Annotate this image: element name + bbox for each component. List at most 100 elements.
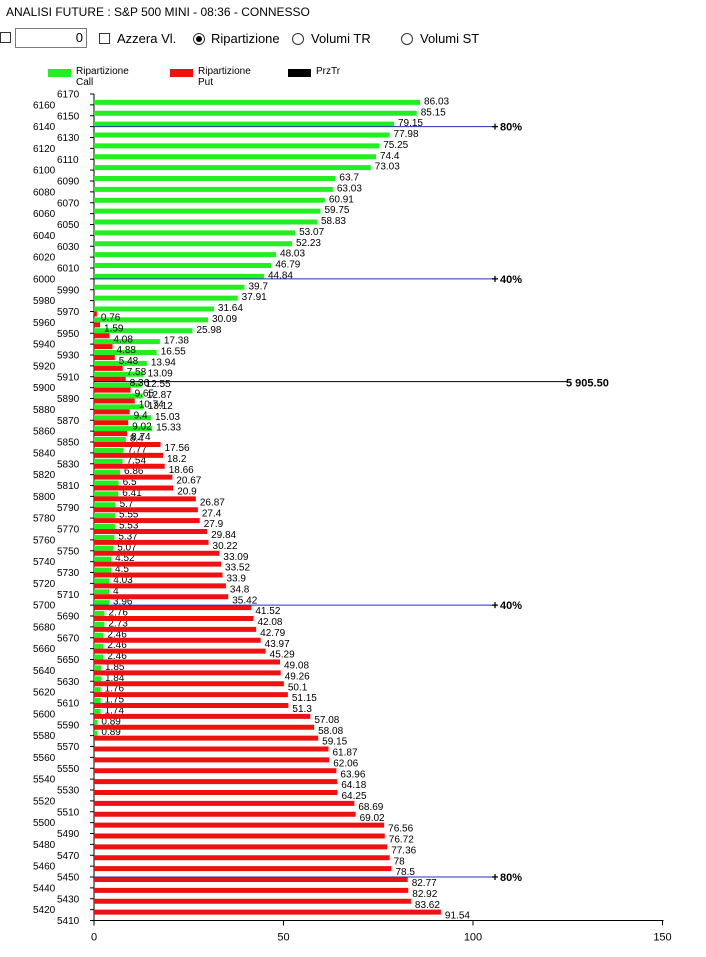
call-bar xyxy=(94,176,336,181)
put-value-label: 17.56 xyxy=(165,443,190,454)
legend-call-swatch xyxy=(48,69,71,77)
put-value-label: 57.08 xyxy=(314,715,339,726)
put-value-label: 62.06 xyxy=(333,758,358,769)
y-tick-label: 5450 xyxy=(57,873,80,884)
put-bar xyxy=(94,344,113,350)
put-bar xyxy=(94,811,356,817)
call-value-label: 79.15 xyxy=(398,118,423,129)
enable-checkbox[interactable] xyxy=(0,32,11,43)
call-value-label: 13.09 xyxy=(148,368,173,379)
call-value-label: 86.03 xyxy=(424,96,449,107)
call-value-label: 1.76 xyxy=(105,684,125,695)
call-bar xyxy=(94,426,153,432)
x-tick-label: 150 xyxy=(653,932,671,944)
put-bar xyxy=(94,681,284,687)
call-bar xyxy=(94,208,321,214)
call-value-label: 52.23 xyxy=(296,238,321,249)
call-value-label: 6.41 xyxy=(122,488,142,499)
y-tick-label: 5430 xyxy=(57,894,80,905)
y-tick-label: 5960 xyxy=(33,318,56,329)
call-value-label: 6.86 xyxy=(124,466,144,477)
put-bar xyxy=(94,485,174,491)
put-bar xyxy=(94,561,222,567)
put-bar xyxy=(94,909,441,915)
put-bar xyxy=(94,877,408,882)
put-bar xyxy=(94,866,392,872)
put-value-label: 43.97 xyxy=(265,639,290,650)
y-tick-label: 5890 xyxy=(57,394,80,405)
y-tick-label: 5850 xyxy=(57,438,80,449)
radio-volumi-st[interactable] xyxy=(401,33,413,45)
put-value-label: 4.08 xyxy=(113,334,133,345)
call-bar xyxy=(94,328,193,334)
call-value-label: 17.38 xyxy=(164,336,189,347)
call-bar xyxy=(94,698,101,703)
call-value-label: 15.33 xyxy=(156,423,181,434)
call-bar xyxy=(94,350,157,355)
call-value-label: 1.85 xyxy=(105,662,125,673)
radio-ripartizione-label: Ripartizione xyxy=(211,31,280,46)
put-value-label: 78.5 xyxy=(396,867,416,878)
y-tick-label: 5970 xyxy=(57,307,80,318)
put-value-label: 34.8 xyxy=(230,584,250,595)
call-bar xyxy=(94,165,371,171)
strike-distribution-chart: 6170616061506140613061206110610060906080… xyxy=(33,90,672,944)
put-bar xyxy=(94,746,329,752)
y-tick-label: 6140 xyxy=(33,122,56,133)
call-value-label: 53.07 xyxy=(299,227,324,238)
reset-volume-checkbox[interactable] xyxy=(99,33,110,44)
y-tick-label: 5780 xyxy=(33,514,56,525)
put-value-label: 20.67 xyxy=(176,476,201,487)
y-tick-label: 5700 xyxy=(33,601,56,612)
put-bar xyxy=(94,855,390,861)
put-bar xyxy=(94,365,123,371)
put-value-label: 41.52 xyxy=(255,606,280,617)
call-value-label: 63.03 xyxy=(337,183,362,194)
y-tick-label: 6070 xyxy=(57,198,80,209)
y-tick-label: 6110 xyxy=(57,155,79,166)
put-value-label: 27.4 xyxy=(202,508,222,519)
x-tick-label: 100 xyxy=(464,932,482,944)
y-tick-label: 5680 xyxy=(33,622,56,633)
number-input[interactable]: 0 xyxy=(15,28,87,48)
put-bar xyxy=(94,496,196,502)
y-tick-label: 5580 xyxy=(33,731,56,742)
y-tick-label: 5910 xyxy=(57,372,80,383)
put-value-label: 29.84 xyxy=(211,530,236,541)
put-value-label: 42.08 xyxy=(257,617,282,628)
put-bar xyxy=(94,790,338,795)
put-value-label: 27.9 xyxy=(204,519,224,530)
put-bar xyxy=(94,442,161,447)
put-bar xyxy=(94,637,261,643)
price-label: 5 905.50 xyxy=(566,378,609,390)
radio-volumi-tr[interactable] xyxy=(292,33,304,45)
y-tick-label: 5950 xyxy=(57,329,80,340)
put-bar xyxy=(94,659,281,665)
toolbar: 0 Azzera Vl. Ripartizione Volumi TR Volu… xyxy=(0,28,706,52)
call-value-label: 5.53 xyxy=(119,521,139,532)
call-value-label: 73.03 xyxy=(375,162,400,173)
window-title: ANALISI FUTURE : S&P 500 MINI - 08:36 - … xyxy=(6,5,310,19)
put-value-label: 4.88 xyxy=(116,345,136,356)
put-bar xyxy=(94,322,101,328)
call-value-label: 1.84 xyxy=(105,673,125,684)
put-bar xyxy=(94,463,165,469)
call-bar xyxy=(94,567,112,573)
y-tick-label: 5750 xyxy=(57,546,80,557)
call-value-label: 2.73 xyxy=(108,618,128,629)
put-bar xyxy=(94,800,355,806)
y-tick-label: 5550 xyxy=(57,764,80,775)
put-value-label: 68.69 xyxy=(358,802,383,813)
put-value-label: 18.2 xyxy=(167,454,187,465)
put-value-label: 42.79 xyxy=(260,628,285,639)
radio-volumi-st-label: Volumi ST xyxy=(420,31,480,46)
y-tick-label: 5520 xyxy=(33,796,56,807)
put-bar xyxy=(94,594,229,600)
radio-ripartizione[interactable] xyxy=(193,33,205,45)
put-bar xyxy=(94,692,288,698)
y-tick-label: 5860 xyxy=(33,427,56,438)
put-value-label: 10.74 xyxy=(139,400,164,411)
call-bar xyxy=(94,317,209,323)
y-tick-label: 5620 xyxy=(33,688,56,699)
call-bar xyxy=(94,143,380,149)
